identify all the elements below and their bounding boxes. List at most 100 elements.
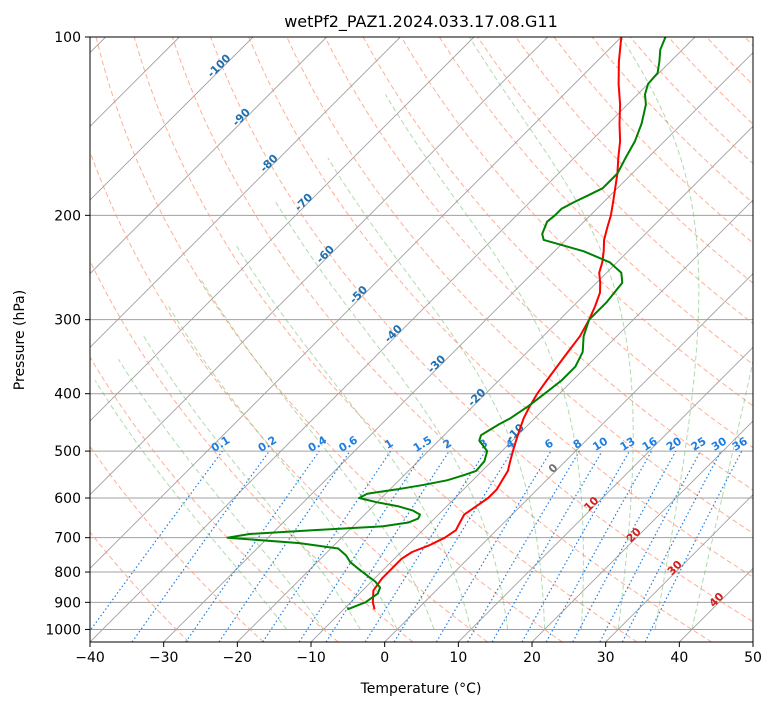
- temperature-line: [371, 37, 623, 610]
- dry-adiabat-line: [90, 259, 414, 642]
- dry-adiabat-line: [210, 37, 753, 623]
- x-tick-label: −10: [296, 650, 326, 666]
- mixing-ratio-line: [599, 450, 702, 642]
- isotherm-line: [752, 641, 753, 642]
- mixing-ratio-line: [466, 450, 580, 642]
- mixing-ratio-label: 1.5: [411, 433, 434, 454]
- isotherm-label: 30: [665, 558, 685, 578]
- y-tick-label: 1000: [45, 622, 81, 638]
- mixing-ratio-label: 2: [441, 437, 454, 452]
- isotherm-line: [310, 199, 753, 642]
- dry-adiabat-line: [438, 37, 753, 366]
- x-tick-label: −40: [75, 650, 105, 666]
- dry-adiabat-line: [515, 37, 753, 284]
- moist-adiabat-line: [118, 359, 324, 630]
- moist-adiabat-line: [199, 277, 435, 630]
- isotherm-label: 40: [707, 590, 727, 610]
- dry-adiabat-line: [248, 37, 753, 578]
- mixing-ratio-label: 0.2: [256, 433, 279, 454]
- moist-adiabat-line: [327, 157, 546, 630]
- y-tick-label: 800: [54, 565, 81, 581]
- x-axis-ticks: −40 −30 −20 −10 0 10 20 30 40 50: [75, 642, 762, 666]
- mixing-ratio-line: [325, 450, 450, 642]
- x-axis-title: Temperature (°C): [360, 681, 482, 697]
- isotherm-line: [90, 37, 254, 201]
- y-axis-ticks: 100 200 300 400 500 600 700 800 900 1000: [45, 30, 90, 638]
- mixing-ratio-line: [545, 450, 653, 642]
- isotherm-line: [90, 37, 401, 348]
- isotherm-label: -80: [257, 152, 280, 175]
- moist-adiabat-line: [168, 306, 398, 630]
- dry-adiabat-line: [668, 37, 753, 125]
- x-tick-label: 20: [523, 650, 541, 666]
- isotherm-label: 10: [581, 494, 601, 514]
- isotherm-line: [679, 567, 753, 642]
- isotherm-label: -40: [382, 322, 405, 345]
- y-tick-label: 700: [54, 531, 81, 547]
- mixing-ratio-line: [393, 450, 513, 642]
- mixing-ratio-line: [90, 450, 223, 632]
- y-tick-label: 100: [54, 30, 81, 46]
- y-tick-label: 900: [54, 595, 81, 611]
- isotherm-line: [237, 125, 753, 642]
- dry-adiabat-line: [744, 37, 753, 47]
- dry-adiabat-line: [362, 37, 753, 449]
- isotherm-line: [90, 37, 475, 422]
- mixing-ratio-label: 0.1: [209, 433, 232, 454]
- dry-adiabat-line: [324, 37, 753, 491]
- x-tick-label: 40: [670, 650, 688, 666]
- dry-adiabat-line: [90, 150, 488, 642]
- mixing-ratio-line: [644, 450, 743, 642]
- mixing-ratio-line: [572, 450, 677, 642]
- y-tick-label: 400: [54, 387, 81, 403]
- isotherm-label: -60: [314, 242, 337, 265]
- y-tick-label: 600: [54, 491, 81, 507]
- dry-adiabat-line: [95, 37, 563, 642]
- y-tick-label: 500: [54, 444, 81, 460]
- isotherm-label: 20: [624, 525, 644, 545]
- dry-adiabat-line: [90, 445, 264, 642]
- x-tick-label: 0: [380, 650, 389, 666]
- isotherm-line: [531, 420, 753, 642]
- moist-adiabat-line: [469, 37, 634, 630]
- moist-adiabat-line: [235, 245, 472, 630]
- x-tick-label: −30: [149, 650, 179, 666]
- y-axis-title: Pressure (hPa): [12, 290, 28, 390]
- mixing-ratio-line: [218, 450, 351, 642]
- x-tick-label: 50: [744, 650, 762, 666]
- x-tick-label: 10: [449, 650, 467, 666]
- sounding-profiles: [226, 37, 667, 611]
- moist-adiabat-line: [143, 336, 361, 630]
- isotherm-line: [90, 37, 696, 642]
- isotherm-line: [605, 494, 753, 642]
- isotherm-label: -100: [205, 51, 234, 80]
- moist-adiabat-line: [384, 94, 584, 630]
- chart-title: wetPf2_PAZ1.2024.033.17.08.G11: [284, 12, 558, 32]
- plot-frame: [89, 36, 754, 643]
- dry-adiabat-line: [553, 37, 753, 244]
- mixing-ratio-label: 6: [542, 436, 556, 451]
- x-tick-label: −20: [223, 650, 253, 666]
- dry-adiabat-line: [706, 37, 753, 86]
- dry-adiabat-line: [133, 37, 638, 642]
- isotherm-line: [90, 37, 622, 569]
- mixing-ratio-line: [298, 450, 425, 642]
- isotherm-line: [90, 37, 327, 275]
- dewpoint-line: [226, 37, 667, 611]
- moist-adiabat-line: [275, 201, 509, 630]
- y-tick-label: 300: [54, 313, 81, 329]
- isotherm-label: -20: [465, 386, 488, 409]
- x-tick-label: 30: [597, 650, 615, 666]
- mixing-ratio-line: [131, 450, 270, 642]
- y-tick-label: 200: [54, 208, 81, 224]
- isotherm-label: -50: [347, 283, 370, 306]
- mixing-ratio-line: [521, 450, 631, 642]
- isotherm-line: [163, 52, 753, 642]
- mixing-ratio-line: [185, 450, 320, 642]
- isotherm-line: [458, 346, 753, 642]
- moist-adiabat-line: [691, 358, 753, 630]
- isotherm-label: -70: [292, 190, 315, 213]
- dry-adiabat-line: [90, 531, 190, 642]
- isotherm-line: [384, 273, 753, 642]
